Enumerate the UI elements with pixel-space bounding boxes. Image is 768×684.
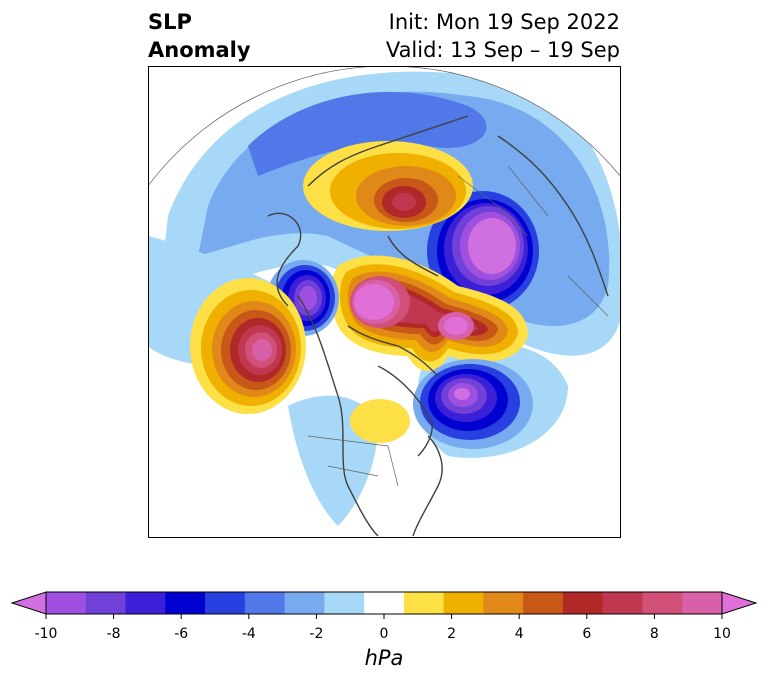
borders — [307, 165, 609, 487]
title-init-date: Init: Mon 19 Sep 2022 — [388, 10, 620, 34]
colorbar-cell — [46, 592, 87, 614]
title-variable: SLP — [148, 10, 192, 34]
colorbar-cell — [244, 592, 286, 614]
colorbar-cell — [324, 592, 365, 614]
colorbar-cell — [642, 592, 683, 614]
atlantic-low — [413, 359, 533, 449]
title-field: Anomaly — [148, 38, 251, 62]
colorbar-tick-label: 6 — [582, 626, 592, 642]
colorbar-tick-label: -4 — [241, 626, 256, 642]
colorbar-cell — [284, 592, 325, 614]
colorbar-cell — [682, 592, 723, 614]
canada-weak-high — [350, 399, 410, 443]
pacific-high — [190, 278, 306, 414]
plot-title-right: Init: Mon 19 Sep 2022 Valid: 13 Sep – 19… — [386, 8, 620, 64]
colorbar-cell — [483, 592, 524, 614]
colorbar-unit: hPa — [364, 646, 404, 670]
colorbar-cell — [125, 592, 166, 614]
colorbar-tick-label: -6 — [174, 626, 189, 642]
colorbar-cell — [205, 592, 246, 614]
colorbar-cell — [443, 592, 484, 614]
coastlines — [267, 115, 609, 537]
colorbar-cell — [602, 592, 643, 614]
title-valid-range: Valid: 13 Sep – 19 Sep — [385, 38, 620, 62]
colorbar-tick-label: 0 — [379, 626, 389, 642]
kamchatka-low — [267, 260, 339, 336]
colorbar-tick-label: -8 — [106, 626, 121, 642]
colorbar — [10, 591, 758, 619]
colorbar-tick-label: 2 — [447, 626, 457, 642]
colorbar-tick-label: 4 — [514, 626, 524, 642]
colorbar-cell — [562, 592, 604, 614]
colorbar-tick-label: 10 — [713, 626, 731, 642]
plot-title-left: SLP Anomaly — [148, 8, 251, 64]
arctic-high — [330, 255, 528, 371]
colorbar-tick-label: -10 — [34, 626, 58, 642]
colorbar-cell — [165, 592, 206, 614]
anomaly-region-midblue-north — [248, 91, 487, 176]
colorbar-cell — [364, 592, 405, 614]
colorbar-cell — [523, 592, 564, 614]
barents-high — [303, 141, 473, 231]
colorbar-tick-label: -2 — [309, 626, 324, 642]
slp-anomaly-map — [148, 66, 621, 538]
colorbar-extend-min — [10, 591, 47, 615]
colorbar-cell — [403, 592, 445, 614]
colorbar-cell — [85, 592, 127, 614]
colorbar-tick-label: 8 — [649, 626, 659, 642]
colorbar-extend-max — [721, 591, 758, 615]
